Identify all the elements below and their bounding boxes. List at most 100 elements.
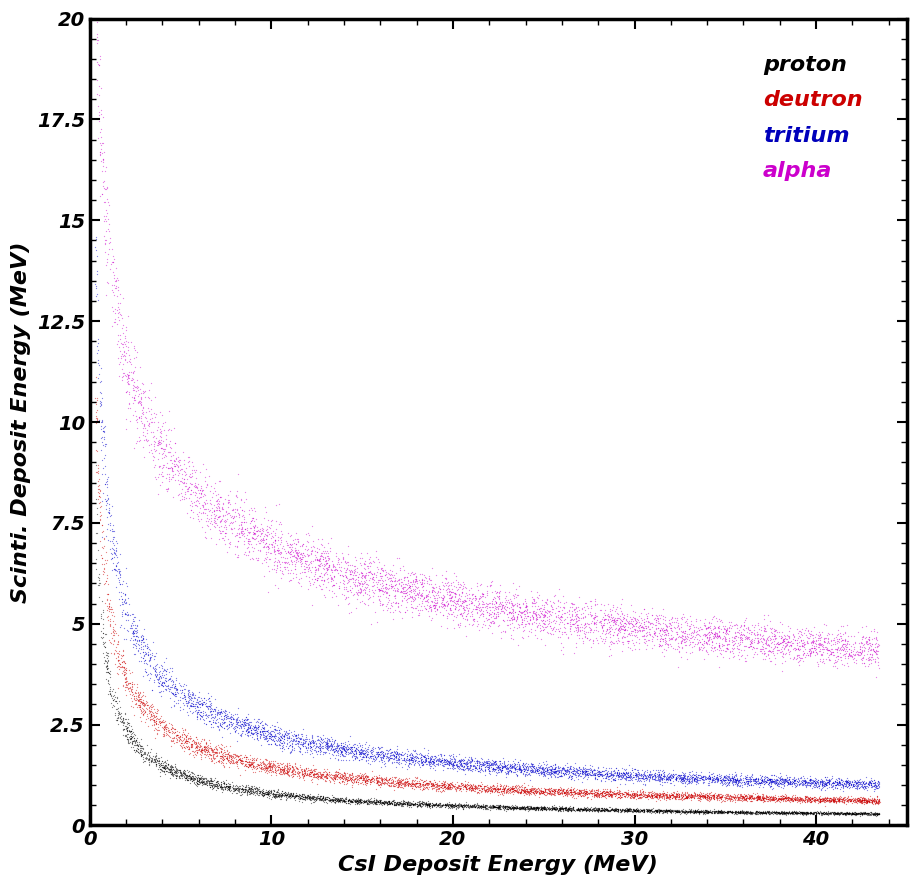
Point [106, 249, 120, 263]
Point [313, 736, 328, 750]
Point [274, 730, 288, 744]
Point [516, 766, 531, 781]
Point [116, 366, 130, 380]
Point [414, 756, 429, 770]
Point [295, 791, 309, 805]
Point [868, 630, 883, 644]
Point [273, 563, 287, 578]
Point [193, 736, 207, 750]
Point [585, 783, 599, 797]
Point [338, 767, 353, 781]
Point [369, 797, 384, 812]
Point [281, 764, 296, 778]
Point [720, 777, 734, 791]
Point [542, 802, 556, 816]
Point [596, 759, 610, 773]
Point [101, 661, 116, 675]
Point [799, 806, 813, 820]
Point [170, 766, 185, 780]
Point [806, 645, 821, 659]
Point [699, 805, 713, 820]
Point [622, 766, 637, 781]
Point [291, 730, 306, 744]
Point [852, 794, 867, 808]
Point [789, 779, 803, 793]
Point [161, 720, 175, 734]
Point [869, 781, 884, 795]
Point [683, 790, 698, 804]
Point [835, 780, 850, 794]
Point [220, 779, 235, 793]
Point [712, 767, 727, 781]
Point [747, 775, 762, 789]
Point [285, 786, 300, 800]
Point [812, 804, 826, 819]
Point [127, 626, 141, 641]
Point [659, 769, 674, 783]
Point [332, 556, 347, 571]
Point [596, 771, 610, 785]
Point [782, 805, 797, 820]
Point [664, 789, 678, 803]
Point [341, 794, 355, 808]
Point [236, 526, 251, 540]
Point [94, 395, 108, 409]
Point [438, 757, 453, 771]
Point [465, 613, 480, 627]
Point [600, 787, 615, 801]
Point [649, 804, 664, 818]
Point [747, 805, 762, 820]
Point [611, 764, 626, 778]
Point [676, 775, 690, 789]
Point [625, 765, 640, 779]
Point [396, 772, 410, 786]
Point [648, 773, 663, 787]
Point [626, 788, 641, 802]
Point [596, 785, 610, 799]
Point [188, 778, 203, 792]
Point [744, 636, 759, 650]
Point [250, 731, 264, 745]
Point [513, 609, 528, 623]
Point [490, 781, 505, 795]
Point [544, 800, 559, 814]
Point [325, 742, 340, 757]
Point [661, 628, 676, 642]
Point [467, 760, 482, 774]
Point [530, 590, 544, 604]
Point [344, 792, 359, 806]
Point [840, 771, 855, 785]
Point [724, 615, 739, 629]
Point [482, 760, 497, 774]
Point [421, 609, 436, 623]
Point [790, 805, 805, 820]
Point [200, 774, 215, 789]
Point [509, 595, 524, 610]
Point [220, 752, 235, 766]
Point [101, 517, 116, 531]
Point [163, 760, 178, 774]
Point [642, 774, 656, 789]
Point [610, 802, 624, 816]
Point [178, 733, 193, 747]
Point [640, 771, 655, 785]
Point [646, 767, 661, 781]
Point [90, 268, 105, 282]
Point [230, 710, 245, 724]
Point [491, 619, 506, 633]
Point [820, 806, 834, 820]
Point [321, 560, 336, 574]
Point [297, 763, 312, 777]
Point [675, 774, 689, 789]
Point [304, 740, 319, 754]
Point [701, 789, 716, 804]
Point [382, 587, 397, 602]
Point [174, 462, 189, 476]
Point [492, 800, 507, 814]
Point [142, 653, 157, 667]
Point [121, 377, 136, 392]
Point [617, 787, 632, 801]
Point [407, 758, 421, 772]
Point [868, 805, 882, 820]
Point [700, 791, 715, 805]
